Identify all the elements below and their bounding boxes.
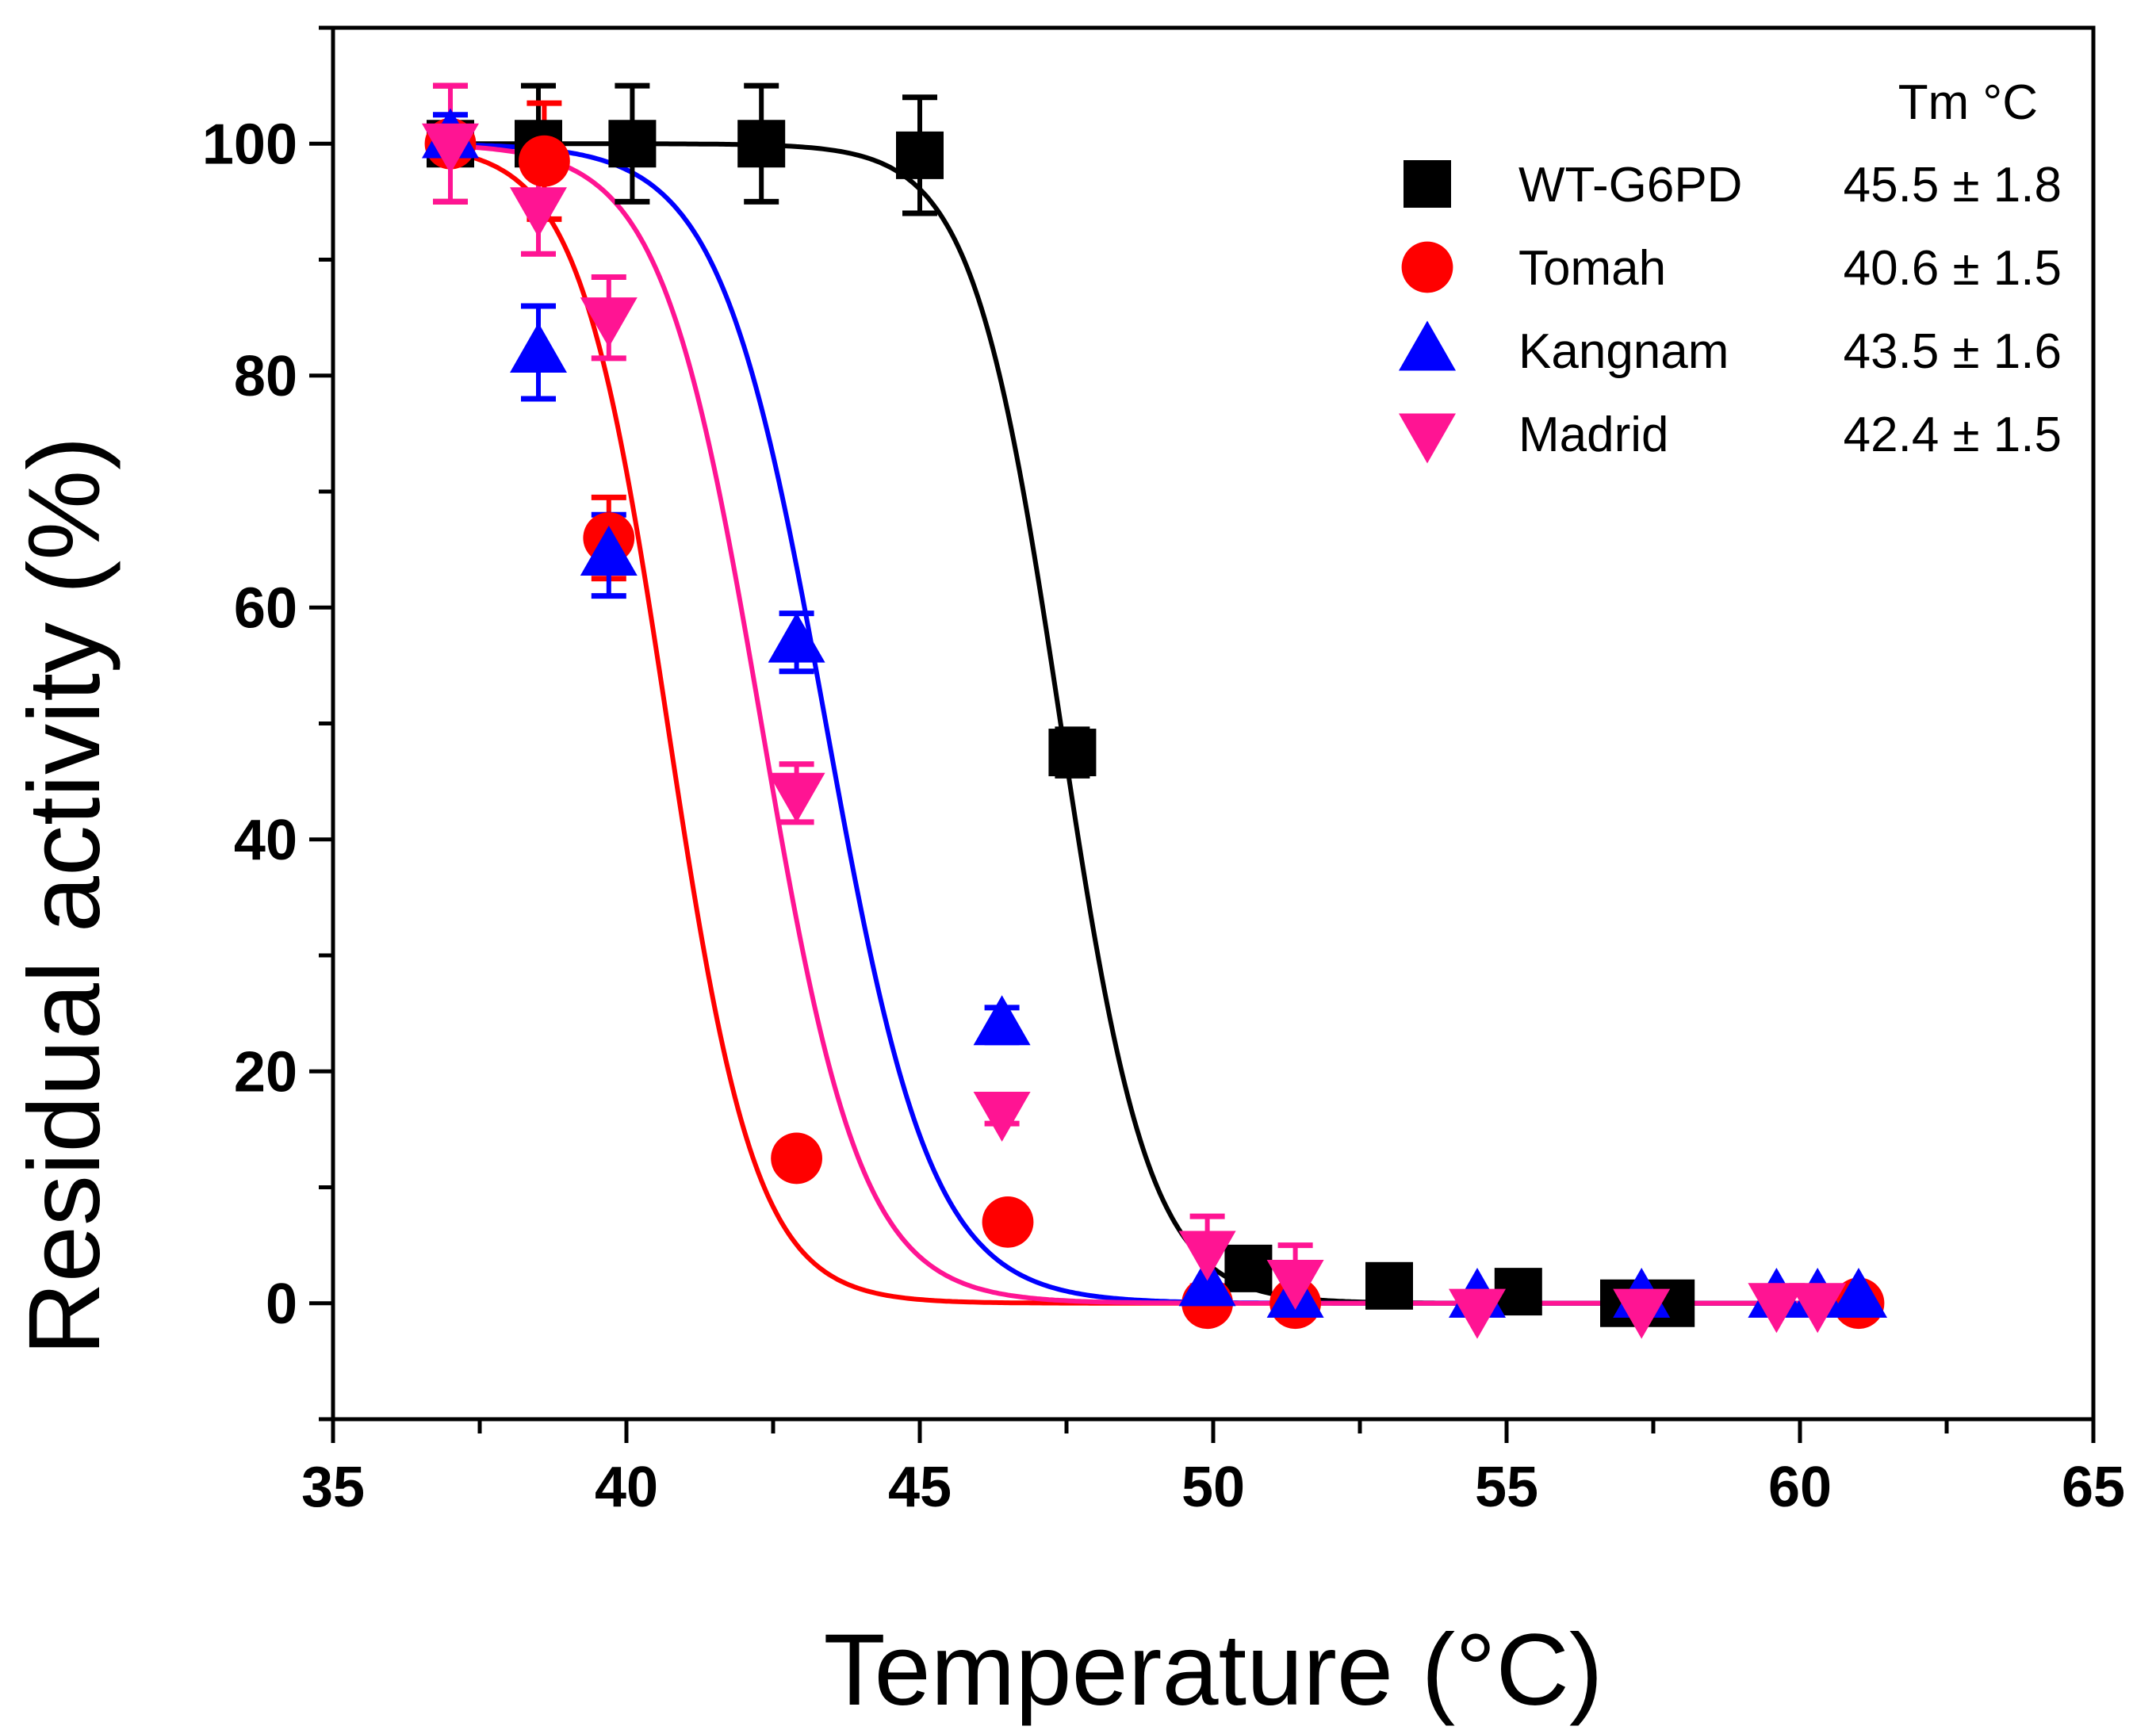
wt-g6pd-data-point bbox=[896, 131, 944, 179]
wt-g6pd-data-point bbox=[1365, 1261, 1413, 1310]
x-tick-label: 60 bbox=[1768, 1456, 1832, 1519]
kangnam-data-point bbox=[768, 612, 825, 663]
tomah-legend-marker bbox=[1401, 241, 1453, 293]
tomah-legend-label: Tomah bbox=[1518, 241, 1666, 296]
madrid-data-point bbox=[1266, 1260, 1324, 1310]
madrid-legend-tm: 42.4 ± 1.5 bbox=[1844, 408, 2062, 462]
kangnam-legend-label: Kangnam bbox=[1518, 324, 1729, 379]
kangnam-data-point bbox=[580, 525, 638, 576]
error-bars bbox=[433, 82, 1689, 1318]
kangnam-data-point bbox=[1178, 1256, 1236, 1307]
tomah-legend-tm: 40.6 ± 1.5 bbox=[1844, 241, 2062, 296]
y-tick-label: 60 bbox=[234, 576, 297, 640]
kangnam-legend-marker bbox=[1399, 320, 1456, 371]
y-tick-label: 80 bbox=[234, 345, 297, 408]
madrid-data-point bbox=[510, 187, 567, 238]
madrid-data-point bbox=[580, 297, 638, 348]
data-markers bbox=[422, 108, 1887, 1339]
madrid-data-point bbox=[1449, 1288, 1506, 1339]
x-tick-label: 40 bbox=[595, 1456, 658, 1519]
y-axis: 0 20 40 60 80 100 bbox=[202, 25, 333, 1422]
madrid-data-point bbox=[1613, 1288, 1671, 1339]
wt-g6pd-data-point bbox=[1224, 1244, 1273, 1292]
kangnam-data-point bbox=[973, 995, 1031, 1046]
madrid-data-point bbox=[1178, 1231, 1236, 1281]
plot-frame bbox=[331, 25, 2096, 1422]
y-tick-label: 40 bbox=[234, 809, 297, 872]
wt-g6pd-fit-curve bbox=[450, 141, 1859, 1306]
fit-curves bbox=[450, 141, 1859, 1306]
kangnam-data-point bbox=[1830, 1267, 1887, 1318]
wt-g6pd-data-point bbox=[1048, 729, 1097, 777]
madrid-data-point bbox=[1748, 1283, 1806, 1334]
y-tick-label: 20 bbox=[234, 1040, 297, 1104]
wt-g6pd-legend-marker bbox=[1404, 160, 1451, 208]
x-tick-label: 35 bbox=[301, 1456, 365, 1519]
y-axis-title: Residual activity (%) bbox=[8, 436, 121, 1355]
x-axis-title: Temperature (°C) bbox=[824, 1613, 1603, 1727]
madrid-legend-label: Madrid bbox=[1518, 408, 1669, 462]
x-tick-label: 65 bbox=[2062, 1456, 2125, 1519]
kangnam-fit-curve bbox=[450, 142, 1859, 1306]
y-tick-label: 0 bbox=[266, 1273, 297, 1336]
tomah-data-point bbox=[771, 1132, 822, 1185]
x-tick-label: 50 bbox=[1181, 1456, 1245, 1519]
x-axis: 35 40 45 50 55 60 65 bbox=[301, 1419, 2125, 1519]
y-tick-label: 100 bbox=[202, 113, 297, 176]
x-tick-label: 45 bbox=[888, 1456, 952, 1519]
legend-title: Tm °C bbox=[1898, 75, 2038, 130]
madrid-data-point bbox=[973, 1091, 1031, 1142]
wt-g6pd-legend-label: WT-G6PD bbox=[1518, 158, 1742, 212]
wt-g6pd-data-point bbox=[608, 120, 657, 168]
kangnam-legend-tm: 43.5 ± 1.6 bbox=[1844, 324, 2062, 379]
madrid-data-point bbox=[768, 772, 825, 823]
madrid-data-point bbox=[1789, 1283, 1847, 1334]
wt-g6pd-legend-tm: 45.5 ± 1.8 bbox=[1844, 158, 2062, 212]
madrid-data-point bbox=[422, 123, 479, 174]
kangnam-data-point bbox=[510, 323, 567, 373]
legend: Tm °C WT-G6PD 45.5 ± 1.8 Tomah 40.6 ± 1.5 Ka… bbox=[1399, 75, 2062, 464]
tomah-data-point bbox=[982, 1196, 1034, 1248]
tomah-data-point bbox=[519, 135, 570, 187]
madrid-legend-marker bbox=[1399, 413, 1456, 464]
madrid-fit-curve bbox=[450, 144, 1859, 1306]
x-tick-label: 55 bbox=[1475, 1456, 1538, 1519]
wt-g6pd-data-point bbox=[737, 120, 786, 168]
